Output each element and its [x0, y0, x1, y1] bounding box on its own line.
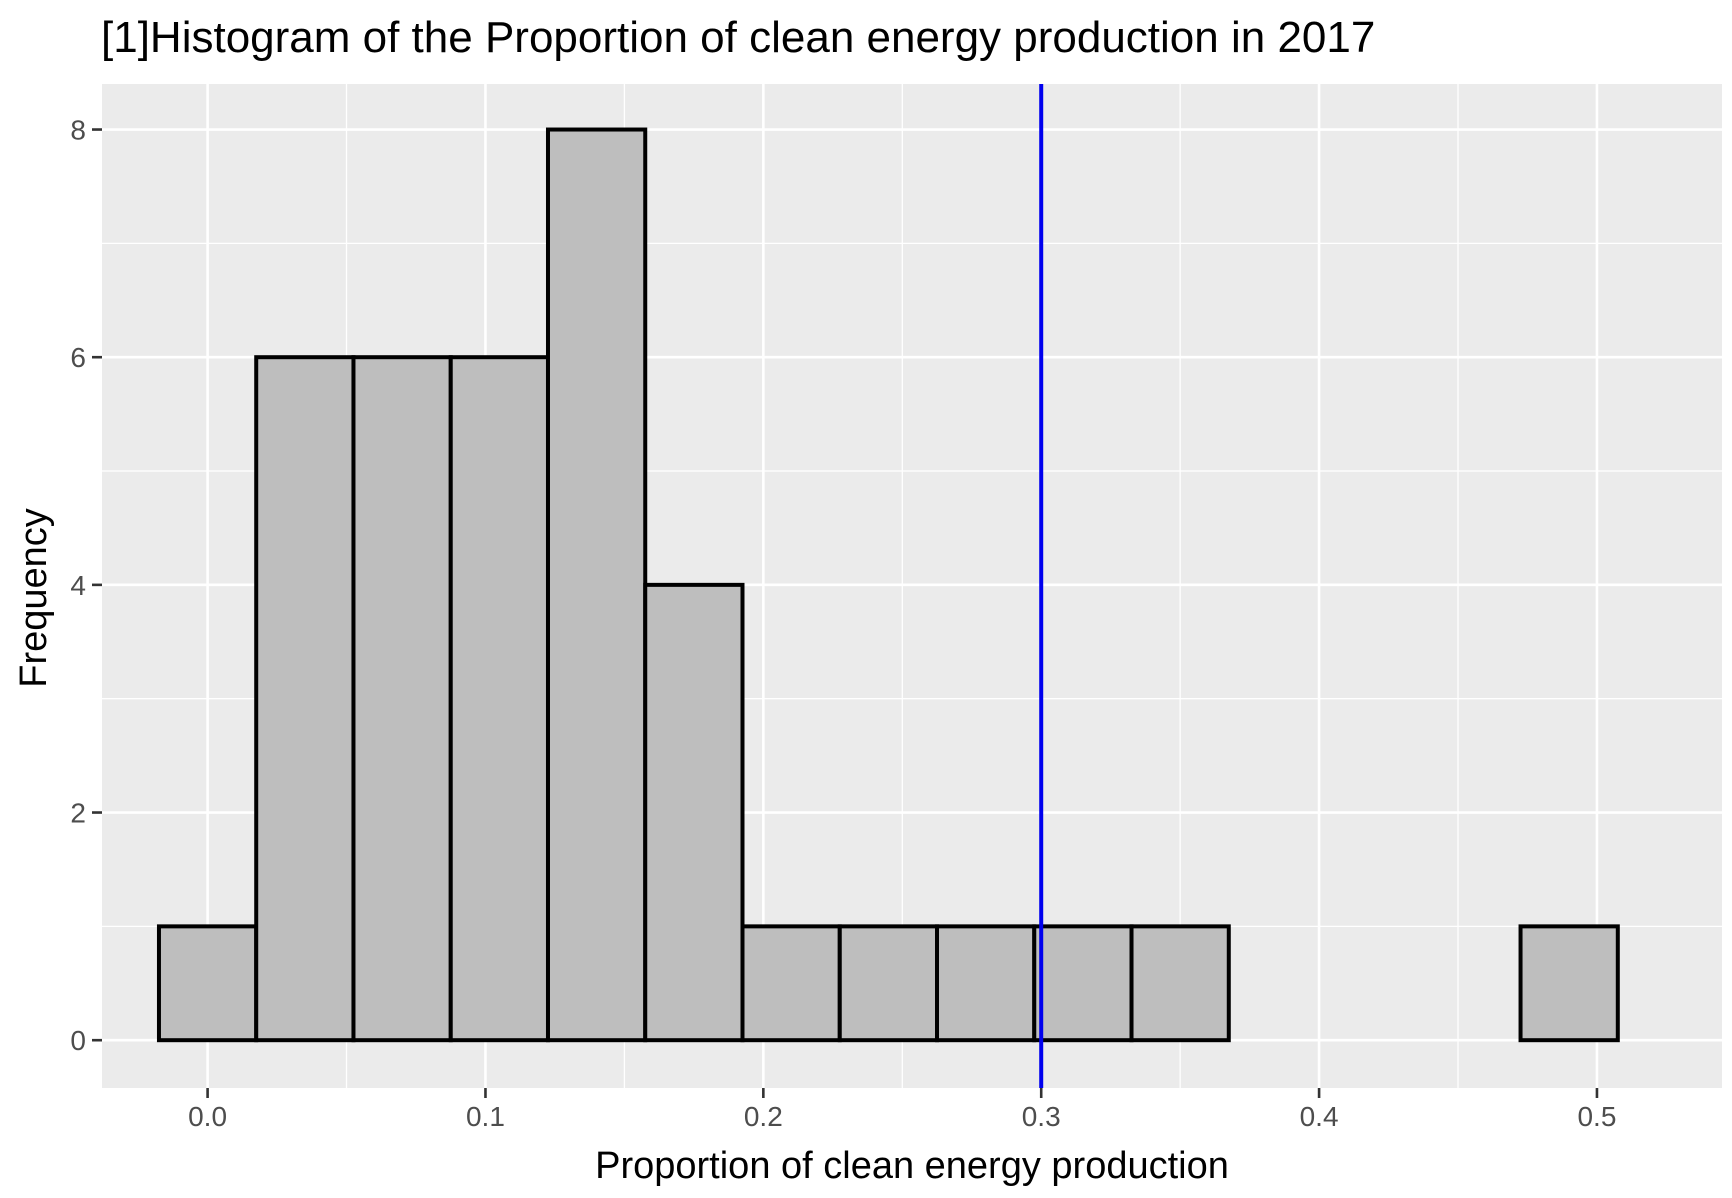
- y-tick-label: 0: [70, 1025, 86, 1056]
- histogram-bar: [156, 924, 259, 1043]
- x-tick-label: 0.0: [188, 1101, 227, 1132]
- chart-title: [1]Histogram of the Proportion of clean …: [101, 13, 1375, 62]
- y-tick-label: 6: [70, 342, 86, 373]
- x-axis: 0.0 0.1 0.2 0.3 0.4 0.5: [188, 1088, 1616, 1132]
- histogram-bar: [1032, 924, 1134, 1043]
- y-tick-label: 4: [70, 570, 86, 601]
- histogram-bar: [545, 127, 648, 1043]
- histogram-bar: [351, 355, 453, 1043]
- histogram-bar: [1129, 924, 1231, 1043]
- histogram-bar: [1518, 924, 1620, 1043]
- y-axis-title: Frequency: [13, 508, 55, 688]
- histogram-bar: [837, 924, 940, 1043]
- histogram-bar: [448, 355, 550, 1043]
- y-tick-label: 8: [70, 115, 86, 146]
- histogram-bar: [254, 355, 356, 1043]
- x-tick-label: 0.3: [1022, 1101, 1061, 1132]
- histogram-bar: [740, 924, 842, 1043]
- x-tick-label: 0.2: [744, 1101, 783, 1132]
- histogram-bar: [935, 924, 1037, 1043]
- histogram-bar: [643, 582, 745, 1043]
- y-tick-label: 2: [70, 798, 86, 829]
- x-tick-label: 0.1: [466, 1101, 505, 1132]
- x-axis-title: Proportion of clean energy production: [595, 1145, 1229, 1187]
- histogram-bars: [156, 127, 1620, 1043]
- x-tick-label: 0.5: [1577, 1101, 1616, 1132]
- y-axis: 0 2 4 6 8: [70, 115, 102, 1056]
- x-tick-label: 0.4: [1300, 1101, 1339, 1132]
